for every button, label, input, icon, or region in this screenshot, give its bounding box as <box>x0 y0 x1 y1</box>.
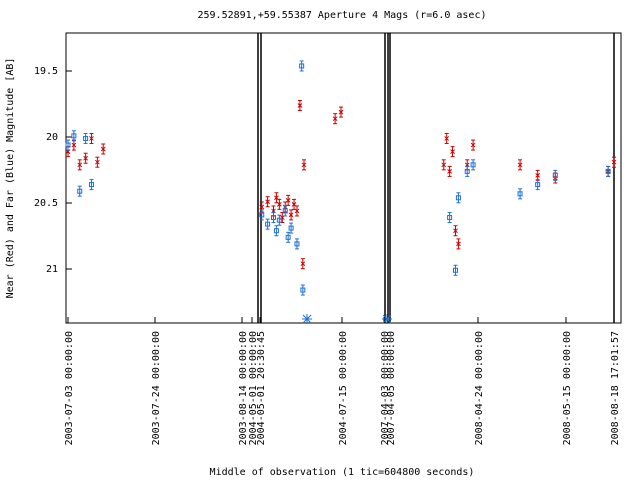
near-point <box>444 132 450 144</box>
x-tick-label: 2004-07-15 00:00:00 <box>338 331 349 445</box>
far-point <box>447 212 453 224</box>
far-point <box>83 132 89 144</box>
far-point <box>294 238 300 250</box>
data-points <box>65 60 617 296</box>
x-axis-label: Middle of observation (1 tic=604800 seco… <box>210 467 475 478</box>
far-point <box>273 225 279 237</box>
near-point <box>297 100 303 111</box>
far-point <box>455 192 461 204</box>
x-axis: 2003-07-03 00:00:00 2003-07-24 00:00:00 20… <box>64 317 621 445</box>
near-point <box>453 225 458 237</box>
far-point <box>517 188 523 200</box>
far-point <box>71 130 77 142</box>
y-tick-label: 20.5 <box>34 198 58 209</box>
segment-breaks <box>257 33 615 323</box>
chart-title: 259.52891,+59.55387 Aperture 4 Mags (r=6… <box>198 10 487 21</box>
near-point <box>611 156 617 168</box>
y-axis: 19.5 20 20.5 21 <box>34 66 72 275</box>
y-tick-label: 20 <box>46 132 58 143</box>
near-point <box>470 139 476 151</box>
far-point <box>265 218 271 230</box>
near-point <box>332 113 338 125</box>
x-tick-label: 2008-05-15 00:00:00 <box>562 331 573 445</box>
far-point <box>300 284 306 296</box>
near-point <box>288 209 294 221</box>
far-point <box>88 179 94 191</box>
near-point <box>301 159 307 171</box>
near-point <box>77 159 83 171</box>
near-point <box>441 159 447 171</box>
near-point <box>517 159 523 171</box>
far-point <box>299 60 305 72</box>
near-point <box>100 143 106 155</box>
y-axis-label: Near (Red) and Far (Blue) Magnitude [AB] <box>5 58 16 299</box>
x-tick-label: 2003-08-14 00:00:00 <box>238 331 249 445</box>
near-point <box>291 198 297 210</box>
near-point <box>535 169 541 181</box>
y-tick-label: 19.5 <box>34 66 58 77</box>
x-tick-label: 2004-05-01 20:30:45 <box>256 331 267 445</box>
near-point <box>95 156 100 168</box>
near-point <box>265 196 270 208</box>
far-point <box>282 205 288 217</box>
x-tick-label: 2008-04-24 00:00:00 <box>474 331 485 445</box>
far-point <box>470 159 476 171</box>
far-point <box>605 165 611 177</box>
far-point <box>452 264 458 276</box>
far-point <box>288 222 294 234</box>
x-tick-label: 2004-05-01 00:00:00 <box>248 331 259 445</box>
far-point <box>270 212 276 224</box>
near-point <box>83 152 88 164</box>
near-point <box>456 238 461 250</box>
limit-markers <box>302 314 392 324</box>
far-point <box>535 179 541 191</box>
far-point <box>552 169 558 181</box>
near-point <box>285 194 291 206</box>
near-point <box>71 139 77 151</box>
near-point <box>447 165 452 177</box>
near-point <box>450 146 455 158</box>
far-point <box>65 139 71 151</box>
far-point <box>77 185 83 197</box>
y-tick-label: 21 <box>46 264 58 275</box>
near-point <box>300 258 306 270</box>
x-tick-label: 2008-08-18 17:01:57 <box>610 331 621 445</box>
near-point <box>274 192 279 204</box>
near-point <box>338 106 344 118</box>
plot-frame <box>65 32 622 324</box>
x-tick-label: 2007-04-05 00:00:00 <box>386 331 397 445</box>
x-tick-label: 2003-07-24 00:00:00 <box>151 331 162 445</box>
far-point <box>276 214 282 226</box>
x-tick-label: 2007-04-03 00:00:00 <box>380 331 391 445</box>
far-point <box>464 165 470 177</box>
far-point <box>285 231 291 243</box>
near-point <box>89 132 94 144</box>
far-point <box>259 209 265 221</box>
x-tick-label: 2003-07-03 00:00:00 <box>64 331 75 445</box>
near-point <box>294 205 300 217</box>
near-point <box>277 198 282 210</box>
